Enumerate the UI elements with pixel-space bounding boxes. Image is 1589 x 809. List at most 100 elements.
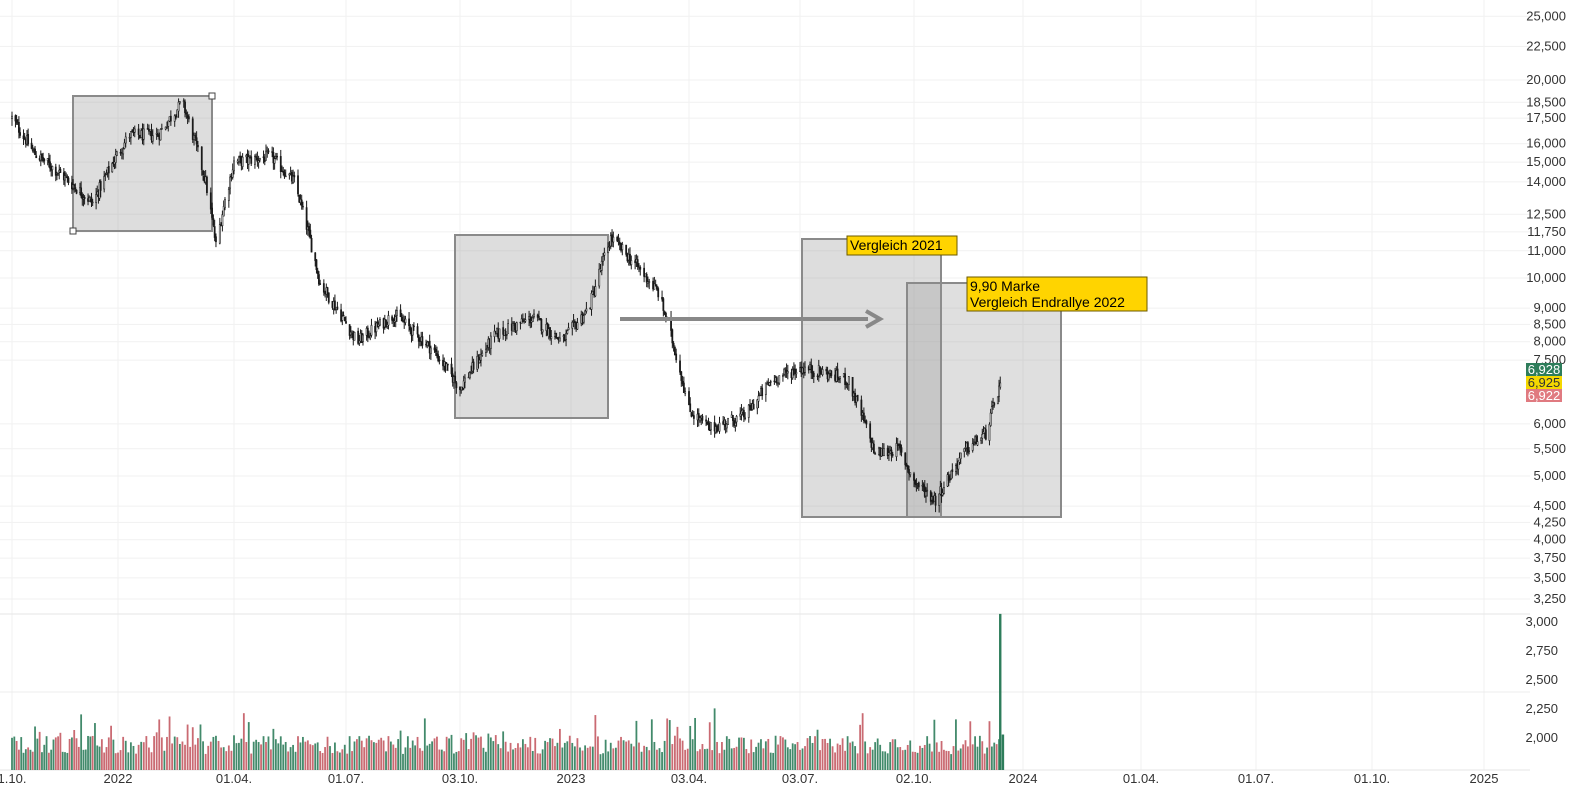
volume-bar (117, 752, 119, 770)
volume-bar (926, 736, 929, 770)
price-candle (353, 331, 356, 341)
resize-handle[interactable] (69, 227, 77, 235)
compare-box-endrallye[interactable] (906, 282, 1062, 518)
volume-bar (171, 743, 174, 770)
volume-bar (718, 753, 721, 770)
price-candle (340, 303, 342, 323)
volume-bar (462, 739, 465, 770)
price-candle (656, 284, 658, 291)
price-candle (173, 114, 176, 127)
volume-bar (36, 738, 39, 770)
price-candle (215, 233, 217, 248)
volume-bar (29, 749, 32, 770)
price-candle (917, 481, 920, 491)
price-tick-label: 5,000 (1533, 468, 1566, 483)
price-candle (202, 169, 204, 181)
price-candle (336, 301, 339, 311)
price-candle (681, 375, 684, 387)
price-candle (895, 437, 898, 461)
volume-bar (706, 748, 709, 770)
volume-bar (122, 736, 125, 770)
price-candle (413, 322, 415, 331)
price-candle (379, 317, 381, 327)
volume-bar (789, 749, 792, 770)
price-candle (906, 465, 909, 473)
price-candle (645, 272, 648, 288)
label-vergleich-2021[interactable]: Vergleich 2021 (846, 235, 958, 256)
volume-bar (284, 741, 287, 770)
volume-bar (66, 752, 69, 770)
volume-bar (433, 738, 436, 770)
price-candle (550, 329, 553, 345)
price-tick-label: 17,500 (1526, 110, 1566, 125)
price-candle (639, 265, 642, 276)
price-candle (176, 109, 179, 118)
volume-bar (544, 740, 546, 770)
volume-bar (896, 747, 899, 770)
price-candle (684, 387, 687, 397)
volume-bar (661, 752, 663, 770)
volume-bar (546, 742, 549, 770)
volume-bar (235, 743, 238, 770)
volume-bar (112, 739, 115, 770)
volume-bar (894, 739, 897, 770)
price-candle (782, 373, 784, 382)
compare-box-2021[interactable] (801, 238, 942, 518)
price-candle (408, 312, 410, 332)
volume-bar (287, 751, 290, 770)
volume-bar (472, 732, 475, 770)
price-candle (594, 279, 597, 298)
volume-bar (163, 750, 166, 770)
volume-bar (426, 745, 429, 770)
volume-bar (594, 715, 597, 770)
badge-label: 6,928 (1528, 362, 1561, 377)
price-candle (224, 197, 226, 211)
volume-bar (786, 747, 789, 770)
volume-bar (27, 747, 30, 770)
price-candle (133, 125, 136, 138)
price-tick-label: 6,000 (1533, 416, 1566, 431)
price-candle (345, 316, 347, 324)
price-candle (428, 334, 431, 360)
volume-bar (54, 737, 57, 770)
volume-bar (947, 751, 950, 770)
price-candle (819, 366, 821, 378)
volume-bar (150, 752, 153, 770)
price-candle (538, 310, 540, 321)
volume-bar (733, 747, 736, 770)
volume-bar (836, 743, 839, 770)
volume-bar (443, 751, 446, 770)
price-candle (732, 414, 734, 427)
price-candle (785, 363, 788, 378)
volume-bar (329, 746, 331, 770)
price-candle (963, 448, 966, 458)
volume-bar (522, 739, 524, 770)
volume-bar (204, 753, 207, 770)
price-candle (362, 333, 364, 346)
volume-bar (581, 750, 584, 770)
compare-box-2022-q1[interactable] (72, 95, 213, 232)
price-candle (565, 329, 567, 347)
drawing-boxes[interactable] (69, 92, 1062, 518)
price-tick-label: 8,500 (1533, 316, 1566, 331)
volume-bar (148, 747, 150, 770)
price-candle (988, 422, 991, 446)
price-candle (689, 397, 692, 413)
price-tick-label: 8,000 (1533, 334, 1566, 349)
volume-bar (406, 736, 409, 770)
price-candle (211, 202, 213, 220)
volume-bar (260, 744, 262, 770)
volume-bar (990, 746, 993, 770)
resize-handle[interactable] (208, 92, 216, 100)
volume-bar (539, 753, 542, 770)
price-candle (195, 131, 198, 152)
price-candle (625, 244, 628, 257)
price-candle (908, 465, 910, 481)
price-candle (757, 390, 760, 409)
date-tick-label: 01.04. (1123, 771, 1159, 786)
price-candle (940, 482, 943, 503)
